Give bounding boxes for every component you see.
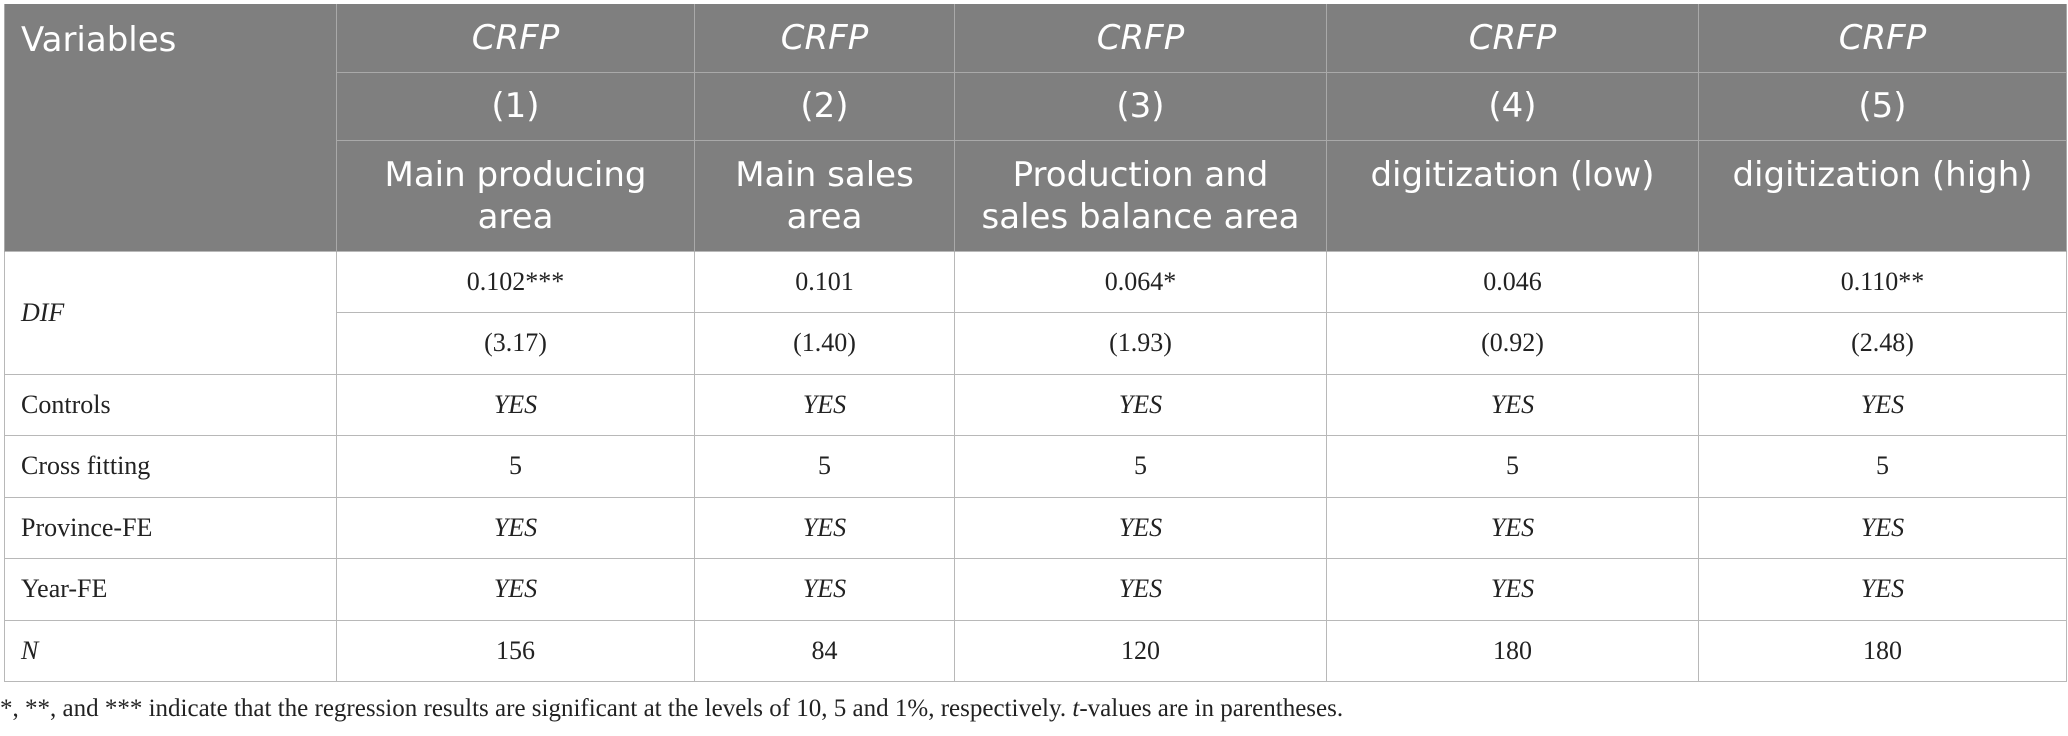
dependent-var-col-3: CRFP (954, 4, 1327, 72)
controls-3: YES (954, 373, 1327, 436)
table-row-dif-coef: DIF 0.102*** 0.101 0.064* 0.046 0.110** (4, 250, 2067, 375)
dif-coef-5: 0.110** (1698, 250, 2067, 313)
table-row-province-fe: Province-FE YES YES YES YES YES (4, 496, 2067, 559)
regression-table: Variables CRFP CRFP CRFP CRFP CRFP (1) (… (4, 4, 2067, 682)
dependent-var-col-4: CRFP (1326, 4, 1699, 72)
group-header-3-line2: sales balance area (981, 196, 1300, 237)
cross-fitting-2: 5 (694, 435, 955, 498)
province-fe-2: YES (694, 496, 955, 559)
dif-t-4: (0.92) (1326, 312, 1699, 375)
dependent-var-col-5: CRFP (1698, 4, 2067, 72)
group-header-2-line1: Main sales (735, 154, 914, 195)
n-3: 120 (954, 619, 1327, 682)
group-header-5: digitization (high) (1698, 139, 2067, 251)
footnote-text-1: *, **, and *** indicate that the regress… (0, 695, 1073, 722)
controls-2: YES (694, 373, 955, 436)
row-label-cross-fitting: Cross fitting (4, 435, 337, 498)
footnote-text-2: -values are in parentheses. (1079, 695, 1344, 722)
cross-fitting-1: 5 (336, 435, 695, 498)
column-number-5: (5) (1698, 71, 2067, 140)
group-header-2-line2: area (786, 196, 863, 237)
row-label-controls: Controls (4, 373, 337, 436)
province-fe-5: YES (1698, 496, 2067, 559)
dif-coef-4: 0.046 (1326, 250, 1699, 313)
group-header-2: Main sales area (694, 139, 955, 251)
column-number-4: (4) (1326, 71, 1699, 140)
province-fe-1: YES (336, 496, 695, 559)
header-row-groups: Main producing area Main sales area Produc… (5, 139, 2067, 251)
column-number-2: (2) (694, 71, 955, 140)
n-2: 84 (694, 619, 955, 682)
group-header-3-line1: Production and (1012, 154, 1269, 195)
dependent-var-col-2: CRFP (694, 4, 955, 72)
cross-fitting-3: 5 (954, 435, 1327, 498)
year-fe-4: YES (1326, 558, 1699, 621)
row-label-year-fe: Year-FE (4, 558, 337, 621)
dependent-var-col-1: CRFP (336, 4, 695, 72)
group-header-5-line1: digitization (high) (1732, 154, 2033, 195)
dif-t-3: (1.93) (954, 312, 1327, 375)
column-number-3: (3) (954, 71, 1327, 140)
controls-4: YES (1326, 373, 1699, 436)
table-row-n: N 156 84 120 180 180 (4, 619, 2067, 682)
table-row-cross-fitting: Cross fitting 5 5 5 5 5 (4, 435, 2067, 498)
dif-t-2: (1.40) (694, 312, 955, 375)
group-header-4: digitization (low) (1326, 139, 1699, 251)
table-row-controls: Controls YES YES YES YES YES (4, 373, 2067, 436)
variables-header: Variables (4, 4, 337, 251)
controls-5: YES (1698, 373, 2067, 436)
table-body: DIF 0.102*** 0.101 0.064* 0.046 0.110** … (4, 250, 2067, 682)
group-header-3: Production and sales balance area (954, 139, 1327, 251)
dif-coef-2: 0.101 (694, 250, 955, 313)
n-1: 156 (336, 619, 695, 682)
year-fe-1: YES (336, 558, 695, 621)
group-header-1-line2: area (477, 196, 554, 237)
year-fe-3: YES (954, 558, 1327, 621)
header-row-dependent: Variables CRFP CRFP CRFP CRFP CRFP (4, 4, 2067, 251)
controls-1: YES (336, 373, 695, 436)
dif-coef-3: 0.064* (954, 250, 1327, 313)
year-fe-2: YES (694, 558, 955, 621)
footnote-t-italic: t (1072, 695, 1080, 722)
group-header-4-line1: digitization (low) (1370, 154, 1655, 195)
n-5: 180 (1698, 619, 2067, 682)
row-label-dif: DIF (4, 250, 337, 375)
cross-fitting-4: 5 (1326, 435, 1699, 498)
group-header-1-line1: Main producing (384, 154, 647, 195)
dif-coef-1: 0.102*** (336, 250, 695, 313)
table-row-dif-t: (3.17) (1.40) (1.93) (0.92) (2.48) (5, 312, 2067, 375)
table-header: Variables CRFP CRFP CRFP CRFP CRFP (1) (… (4, 4, 2067, 251)
province-fe-4: YES (1326, 496, 1699, 559)
header-row-numbers: (1) (2) (3) (4) (5) (5, 71, 2067, 140)
row-label-n: N (4, 619, 337, 682)
table-row-year-fe: Year-FE YES YES YES YES YES (4, 558, 2067, 621)
province-fe-3: YES (954, 496, 1327, 559)
dif-t-5: (2.48) (1698, 312, 2067, 375)
column-number-1: (1) (336, 71, 695, 140)
n-4: 180 (1326, 619, 1699, 682)
group-header-1: Main producing area (336, 139, 695, 251)
row-label-province-fe: Province-FE (4, 496, 337, 559)
table-footnote: *, **, and *** indicate that the regress… (0, 695, 2060, 723)
dif-t-1: (3.17) (336, 312, 695, 375)
cross-fitting-5: 5 (1698, 435, 2067, 498)
year-fe-5: YES (1698, 558, 2067, 621)
